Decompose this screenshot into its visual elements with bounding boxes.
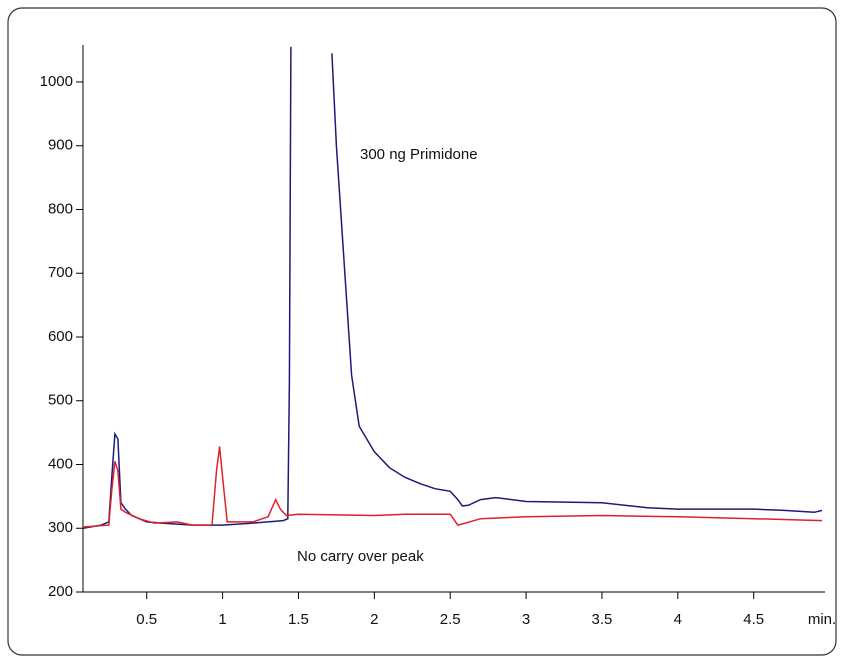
y-tick-label: 600 xyxy=(48,328,73,345)
x-tick-label: 2.5 xyxy=(440,611,461,628)
x-tick-label: 4.5 xyxy=(743,611,764,628)
y-tick-label: 1000 xyxy=(40,73,73,90)
y-tick-label: 900 xyxy=(48,137,73,154)
annotation: 300 ng Primidone xyxy=(360,146,478,163)
y-tick-label: 400 xyxy=(48,455,73,472)
frame xyxy=(7,7,837,656)
x-tick-label: 3 xyxy=(522,611,530,628)
x-axis-label: min. xyxy=(808,611,836,628)
x-tick-label: 0.5 xyxy=(136,611,157,628)
y-tick-label: 500 xyxy=(48,392,73,409)
x-tick-label: 1.5 xyxy=(288,611,309,628)
y-tick-label: 800 xyxy=(48,200,73,217)
annotation: No carry over peak xyxy=(297,548,424,565)
y-tick-label: 700 xyxy=(48,264,73,281)
y-tick-label: 300 xyxy=(48,519,73,536)
x-tick-label: 3.5 xyxy=(592,611,613,628)
x-tick-label: 4 xyxy=(674,611,682,628)
y-tick-label: 200 xyxy=(48,583,73,600)
x-tick-label: 1 xyxy=(218,611,226,628)
data-line xyxy=(83,446,823,528)
x-tick-label: 2 xyxy=(370,611,378,628)
data-line xyxy=(83,46,823,529)
